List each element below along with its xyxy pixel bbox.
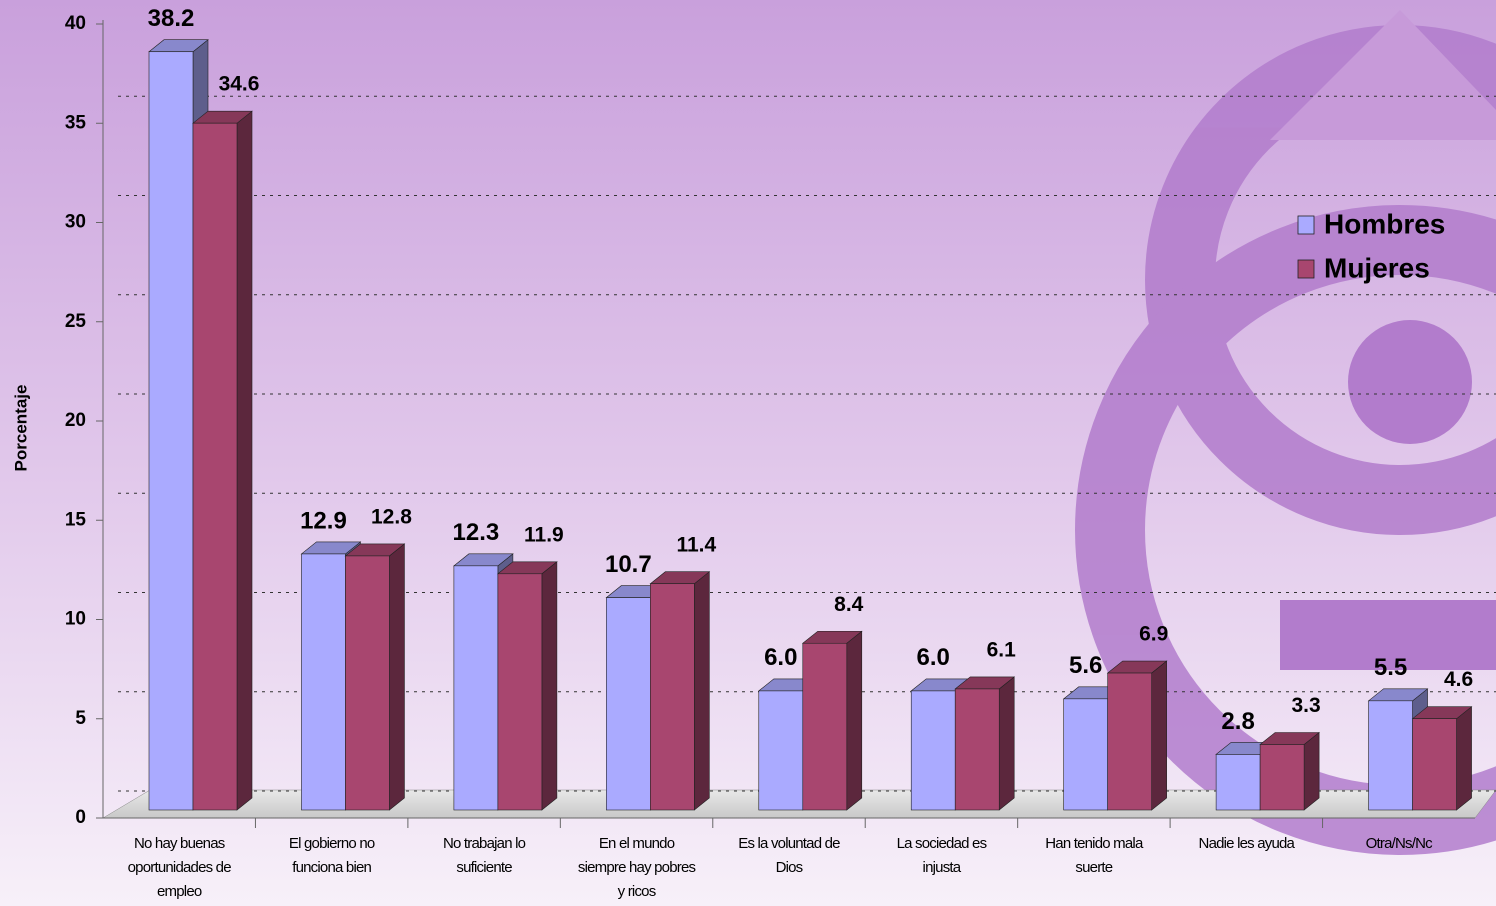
bar-side [1303,731,1320,811]
bar [1259,744,1305,811]
value-label: 5.5 [1374,654,1407,681]
bar-side [1456,706,1472,811]
x-tick-label-box: Nadie les ayuda [1198,835,1295,852]
x-tick-label: La sociedad es injusta [896,835,988,876]
bar [345,555,390,811]
legend-swatch [1297,215,1315,235]
bar [606,597,651,811]
value-label: 12.9 [300,507,347,534]
legend-label: Hombres [1324,208,1445,239]
value-label: 5.6 [1069,652,1102,679]
value-label: 6.9 [1139,623,1168,646]
bar-side [998,676,1015,811]
bar [1063,698,1108,811]
value-label: 12.8 [371,505,412,528]
bar-side [389,543,405,811]
y-tick-label: 35 [65,112,87,133]
value-label: 10.7 [605,551,652,578]
bar [301,553,346,811]
bar-side [541,561,558,811]
bar-side [846,630,863,811]
value-label: 8.4 [834,593,864,616]
bar [802,642,848,811]
y-tick-label: 20 [65,410,86,431]
value-label: 34.6 [219,73,260,96]
bar [1215,754,1261,811]
y-tick-label: 25 [65,311,87,332]
bar-side [1151,660,1167,811]
x-tick-label-box: Han tenido mala suerte [1045,835,1143,876]
x-tick-label-box: No hay buenas oportunidades de empleo [127,835,232,900]
y-tick-label: 10 [65,609,86,630]
value-label: 6.0 [917,644,950,671]
x-tick-label-box: Otra/Ns/Nc [1365,835,1433,852]
bar [192,122,238,811]
bar [453,565,499,811]
bar [148,51,194,811]
y-axis-label: Porcentaje [11,385,30,472]
x-tick-label-box: Es la voluntad de Dios [738,835,840,876]
symbol-dot [1348,320,1472,444]
x-tick-label: Han tenido mala suerte [1045,835,1143,876]
bar [650,583,695,811]
bar [910,690,956,811]
bar [1412,718,1457,811]
y-tick-label: 30 [65,212,86,233]
x-tick-label-box: No trabajan lo suficiente [442,835,526,876]
value-label: 6.1 [987,638,1017,661]
x-tick-label: El gobierno no funciona bien [288,835,375,876]
bar [954,688,1000,811]
x-tick-label: Otra/Ns/Nc [1365,835,1433,852]
x-tick-label: No hay buenas oportunidades de empleo [127,835,232,900]
y-tick-label: 5 [75,708,86,729]
value-label: 11.9 [524,523,564,546]
value-label: 3.3 [1292,694,1321,717]
value-label: 12.3 [453,519,500,546]
x-tick-label: Es la voluntad de Dios [738,835,840,876]
legend-swatch [1297,259,1315,279]
bar [1368,700,1413,811]
value-label: 11.4 [676,533,716,556]
y-tick-label: 40 [65,13,86,34]
value-label: 2.8 [1221,708,1254,735]
x-tick-label-box: El gobierno no funciona bien [288,835,375,876]
legend-label: Mujeres [1324,252,1430,283]
value-label: 38.2 [148,5,195,32]
symbol-cross [1280,600,1496,670]
x-tick-label: Nadie les ayuda [1198,835,1295,852]
symbol-arrow [1270,10,1496,140]
value-label: 4.6 [1444,668,1473,691]
y-tick-label: 0 [75,807,86,828]
bar-side [236,110,253,811]
bar-side [694,571,710,811]
x-tick-label-box: La sociedad es injusta [896,835,988,876]
x-tick-label: No trabajan lo suficiente [442,835,526,876]
y-tick-label: 15 [65,509,87,530]
bar [758,690,804,811]
x-tick-label-box: En el mundo siempre hay pobres y ricos [577,835,696,900]
value-label: 6.0 [764,644,797,671]
x-tick-label: En el mundo siempre hay pobres y ricos [577,835,696,900]
bar [497,573,543,811]
bar [1107,672,1152,811]
